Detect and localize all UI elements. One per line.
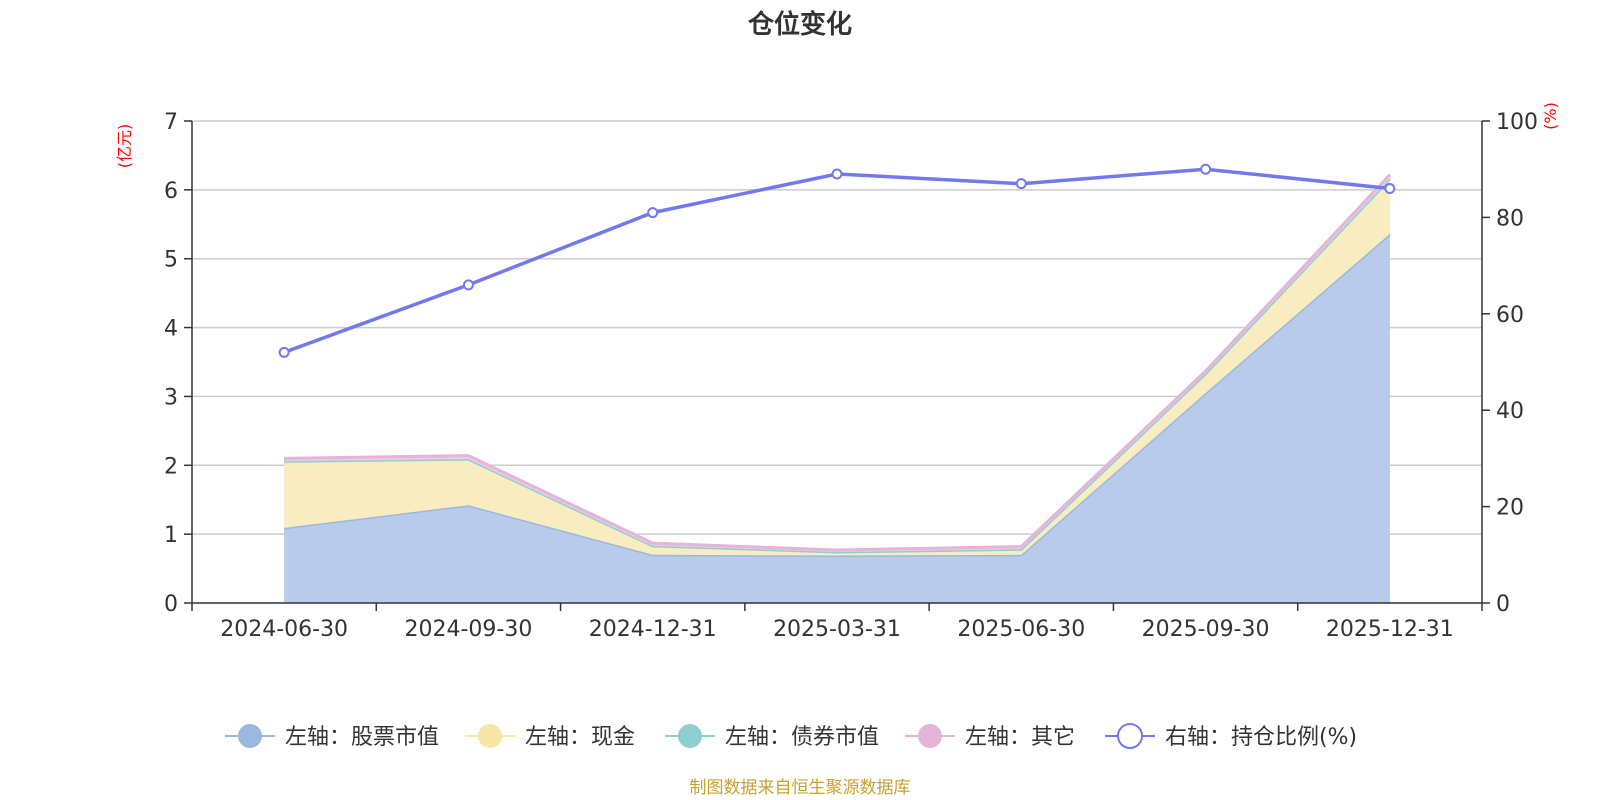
x-tick-label: 2025-12-31 [1326,617,1454,642]
legend-label: 右轴：持仓比例(%) [1165,725,1357,750]
left-tick-label: 6 [164,179,178,204]
right-tick-label: 0 [1496,592,1510,617]
area-左轴：股票市值 [284,233,1390,603]
x-tick-label: 2025-09-30 [1142,617,1270,642]
legend-item: 左轴：其它 [905,724,1075,750]
legend-marker [918,724,942,748]
ratio-point [647,207,659,219]
right-tick-label: 20 [1496,496,1524,521]
right-axis-unit: (%) [1541,102,1560,130]
legend-item: 左轴：现金 [465,724,635,750]
legend-label: 左轴：现金 [525,725,635,750]
legend-label: 左轴：其它 [965,725,1075,750]
left-tick-label: 5 [164,248,178,273]
ratio-point [1015,178,1027,190]
x-tick-label: 2025-06-30 [957,617,1085,642]
ratio-line-series [278,163,1396,358]
ratio-point [462,279,474,291]
ratio-point [1384,182,1396,194]
x-tick-label: 2024-06-30 [220,617,348,642]
legend-item: 左轴：股票市值 [225,724,439,750]
legend-marker [238,724,262,748]
ratio-line [283,167,1391,355]
legend-label: 左轴：股票市值 [285,725,439,750]
left-axis-unit: (亿元) [115,124,134,169]
ratio-point [278,346,290,358]
left-tick-label: 0 [164,592,178,617]
left-tick-label: 7 [164,110,178,135]
ratio-point [831,168,843,180]
x-tick-label: 2024-12-31 [589,617,717,642]
area-edge-左轴：其它 [284,173,1391,552]
legend-label: 左轴：债券市值 [725,725,879,750]
left-tick-label: 2 [164,454,178,479]
x-tick-label: 2024-09-30 [404,617,532,642]
legend-item: 右轴：持仓比例(%) [1105,723,1357,750]
legend-marker [678,724,702,748]
left-tick-label: 3 [164,385,178,410]
right-tick-label: 40 [1496,399,1524,424]
right-tick-label: 80 [1496,206,1524,231]
legend-marker [478,724,502,748]
legend-marker [1117,723,1143,749]
chart-title: 仓位变化 [747,9,852,40]
axes: 0 1 2 3 4 5 6 7 0 20 40 60 80 100 2024-06-30 2024-09-30… [164,110,1538,642]
left-tick-label: 4 [164,317,178,342]
right-tick-label: 60 [1496,303,1524,328]
left-tick-label: 1 [164,523,178,548]
data-source-note: 制图数据来自恒生聚源数据库 [690,778,911,798]
legend-item: 左轴：债券市值 [665,724,879,750]
ratio-point [1200,163,1212,175]
legend: 左轴：股票市值 左轴：现金 左轴：债券市值 左轴：其它 右轴：持仓比例(%) [225,723,1357,750]
stacked-areas [283,173,1391,603]
right-tick-label: 100 [1496,110,1538,135]
x-tick-label: 2025-03-31 [773,617,901,642]
